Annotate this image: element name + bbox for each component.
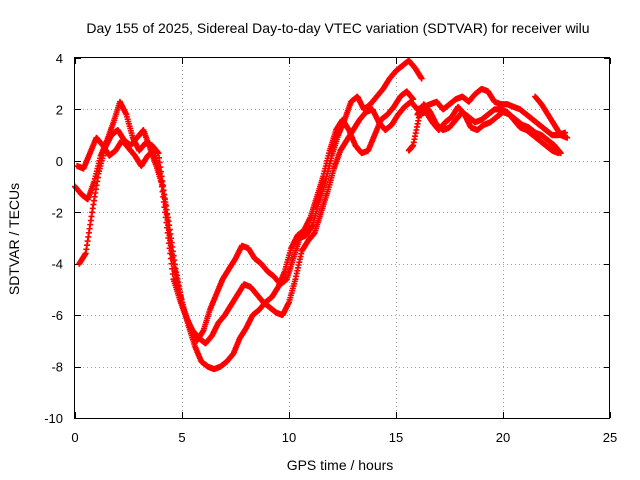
x-tick-label: 20 — [496, 430, 510, 445]
data-point — [169, 265, 176, 272]
series-track-7 — [532, 93, 571, 141]
data-point — [168, 260, 175, 267]
x-tick-labels: 0 5 10 15 20 25 — [71, 430, 617, 445]
x-tick-label: 5 — [178, 430, 185, 445]
grid-lines — [75, 58, 610, 418]
data-point — [157, 173, 164, 180]
chart-title: Day 155 of 2025, Sidereal Day-to-day VTE… — [86, 20, 589, 36]
data-point — [164, 224, 171, 231]
data-point — [167, 255, 174, 262]
series-track-6 — [405, 103, 564, 157]
data-point — [163, 219, 170, 226]
x-tick-label: 0 — [71, 430, 78, 445]
series-track-3 — [74, 98, 421, 347]
data-point — [167, 250, 174, 257]
data-point — [564, 134, 571, 141]
plot-frame — [74, 57, 610, 419]
data-point — [162, 214, 169, 221]
data-point — [159, 188, 166, 195]
data-point — [418, 75, 425, 82]
y-tick-label: -10 — [44, 411, 63, 426]
data-series — [72, 57, 571, 373]
data-point — [158, 183, 165, 190]
data-point — [165, 240, 172, 247]
x-tick-label: 15 — [389, 430, 403, 445]
y-tick-label: -8 — [51, 360, 63, 375]
data-point — [160, 193, 167, 200]
data-point — [166, 245, 173, 252]
y-tick-label: 0 — [56, 154, 63, 169]
series-track-4 — [414, 85, 569, 139]
data-point — [160, 199, 167, 205]
series-track-2 — [76, 88, 417, 373]
tick-marks — [75, 58, 611, 419]
x-tick-label: 25 — [603, 430, 617, 445]
series-track-1 — [72, 57, 425, 344]
x-tick-label: 10 — [282, 430, 296, 445]
data-point — [557, 150, 564, 157]
y-tick-label: -6 — [51, 308, 63, 323]
data-point — [162, 209, 169, 216]
data-point — [161, 204, 168, 211]
y-tick-label: 2 — [56, 102, 63, 117]
y-tick-label: -4 — [51, 257, 63, 272]
y-tick-labels: -10 -8 -6 -4 -2 0 2 4 — [44, 51, 63, 426]
y-tick-label: -2 — [51, 205, 63, 220]
data-point — [169, 271, 176, 277]
x-axis-label: GPS time / hours — [287, 457, 394, 473]
data-point — [164, 229, 171, 236]
data-point — [158, 178, 165, 185]
data-point — [165, 235, 172, 241]
y-axis-label: SDTVAR / TECUs — [6, 183, 22, 295]
y-tick-label: 4 — [56, 51, 63, 66]
